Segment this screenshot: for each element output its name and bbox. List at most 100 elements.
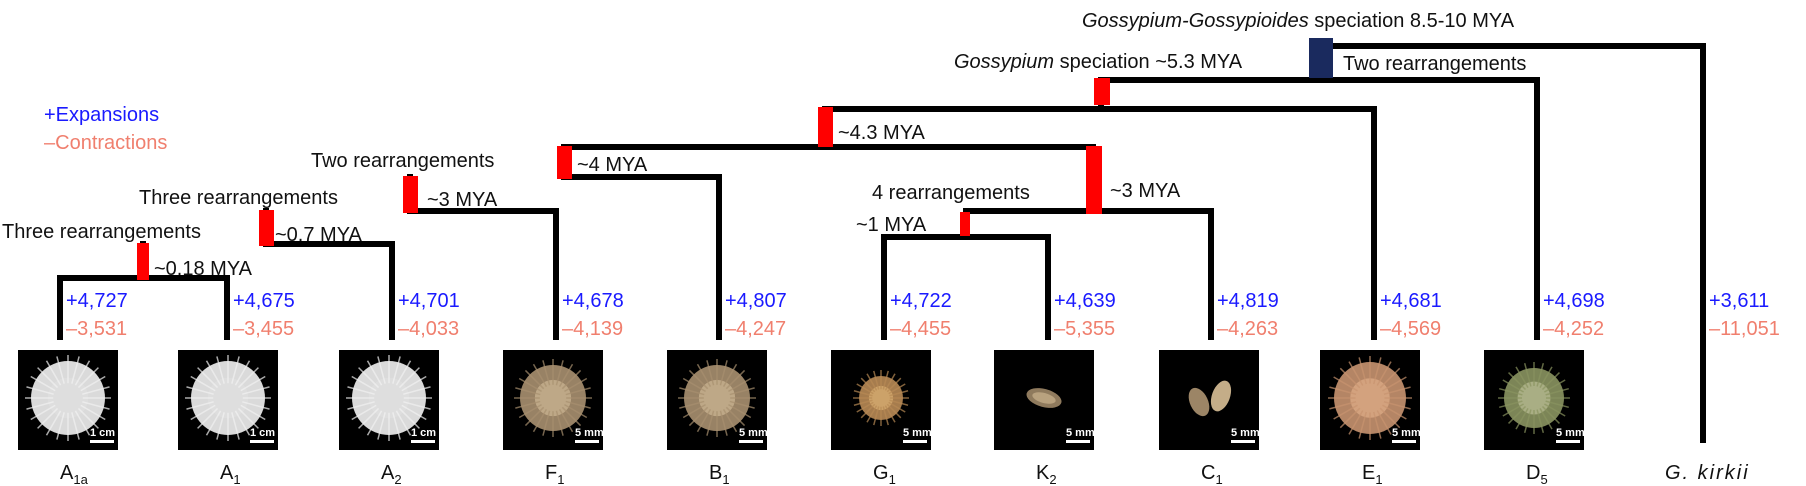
taxon-label: C1 [1201,462,1223,486]
taxon-label: B1 [709,462,730,486]
tip-1: +4,675 –3,455 1 cm A1 [178,290,295,486]
specimen-photo: 5 mm [1320,350,1421,450]
n018-age: ~0.18 MYA [154,258,253,280]
tip-0: +4,727 –3,531 1 cm A1a [18,290,128,486]
taxon-label: K2 [1036,462,1057,486]
tip-expansions: +4,678 [562,290,624,312]
n1-age: ~1 MYA [856,214,927,236]
taxon-label: A2 [381,462,402,486]
scale-bar [250,440,274,443]
tip-expansions: +4,722 [890,290,952,312]
specimen-photo: 1 cm [339,350,439,450]
tip-8: +4,681 –4,569 5 mm E1 [1320,290,1442,486]
scale-bar [1556,440,1580,443]
tip-contractions: –11,051 [1709,318,1780,340]
scale-bar-label: 5 mm [1392,427,1421,439]
tip-10: +3,611 –11,051 G. kirkii [1665,290,1780,484]
tip-4: +4,807 –4,247 5 mm B1 [667,290,787,486]
branch-b1 [561,174,722,340]
tip-contractions: –4,263 [1217,318,1278,340]
tip-expansions: +4,681 [1380,290,1442,312]
taxon-label: A1a [60,462,89,486]
tip-3: +4,678 –4,139 5 mm F1 [503,290,624,486]
n1-top-label: 4 rearrangements [872,182,1030,204]
branch-c1 [963,208,1214,340]
specimen-photo: 5 mm [1484,350,1585,450]
scale-bar [90,440,114,443]
scale-bar-label: 5 mm [1066,427,1095,439]
n4-age: ~4 MYA [577,154,648,176]
taxon-label: A1 [220,462,241,486]
specimen-photo: 1 cm [178,350,278,450]
specimen-photo: 1 cm [18,350,118,450]
node-labels: Gossypium-Gossypioides speciation 8.5-10… [2,10,1526,280]
tip-5: +4,722 –4,455 5 mm G1 [831,290,952,486]
scale-bar-label: 1 cm [411,427,436,439]
n4-left-label: Two rearrangements [311,150,494,172]
root-label: Gossypium-Gossypioides speciation 8.5-10… [1082,10,1515,32]
n07-left-label: Three rearrangements [2,221,201,243]
n43-age: ~4.3 MYA [838,122,926,144]
scale-bar [411,440,435,443]
scale-bar-label: 5 mm [1556,427,1585,439]
tip-contractions: –3,455 [233,318,294,340]
tip-2: +4,701 –4,033 1 cm A2 [339,290,460,486]
scale-bar-label: 1 cm [90,427,115,439]
tip-expansions: +3,611 [1709,290,1769,312]
tip-expansions: +4,639 [1054,290,1116,312]
n3a-left-label: Three rearrangements [139,187,338,209]
taxon-label: D5 [1526,462,1548,486]
branch-gossypium [1098,77,1540,340]
n1-event-marker [960,212,970,236]
n3b-age: ~3 MYA [1110,180,1181,202]
branch-root [1321,43,1706,443]
scale-bar-label: 5 mm [575,427,604,439]
branch-g1-k2 [881,234,1051,340]
n018-event-marker [137,243,149,280]
tip-7: +4,819 –4,263 5 mm C1 [1159,290,1279,486]
specimen-photo: 5 mm [1159,350,1260,450]
tip-9: +4,698 –4,252 5 mm D5 [1484,290,1605,486]
tip-expansions: +4,701 [398,290,460,312]
branch-a2 [263,241,395,340]
scale-bar-label: 5 mm [903,427,932,439]
specimen-photo: 5 mm [667,350,768,450]
tip-contractions: –4,569 [1380,318,1441,340]
tip-contractions: –4,247 [725,318,786,340]
specimen-photo: 5 mm [503,350,604,450]
tip-expansions: +4,698 [1543,290,1605,312]
scale-bar [1392,440,1416,443]
n4-event-marker [557,146,572,179]
n07-age: ~0.7 MYA [275,224,363,246]
legend-contractions: –Contractions [44,132,167,154]
root-event-marker [1309,38,1333,78]
taxon-label: G. kirkii [1665,462,1750,484]
scale-bar-label: 1 cm [250,427,275,439]
legend-expansions: +Expansions [44,104,159,126]
tip-contractions: –4,033 [398,318,459,340]
branch-n43 [822,106,1377,340]
gossypium-label: Gossypium speciation ~5.3 MYA [954,51,1243,73]
n3a-age: ~3 MYA [427,189,498,211]
gossypium-right-label: Two rearrangements [1343,53,1526,75]
branch-f1 [407,208,559,340]
scale-bar [903,440,927,443]
scale-bar-label: 5 mm [1231,427,1260,439]
tip-expansions: +4,675 [233,290,295,312]
tip-contractions: –5,355 [1054,318,1115,340]
taxon-label: E1 [1362,462,1383,486]
n07-event-marker [259,210,274,246]
scale-bar-label: 5 mm [739,427,768,439]
scale-bar [1231,440,1255,443]
tip-contractions: –4,139 [562,318,623,340]
n3a-event-marker [403,176,418,213]
scale-bar [1066,440,1090,443]
taxon-label: G1 [873,462,896,486]
n3b-event-marker [1086,146,1102,214]
specimen-photo: 5 mm [831,350,932,450]
tip-expansions: +4,819 [1217,290,1279,312]
tip-contractions: –3,531 [66,318,127,340]
tip-6: +4,639 –5,355 5 mm K2 [994,290,1116,486]
